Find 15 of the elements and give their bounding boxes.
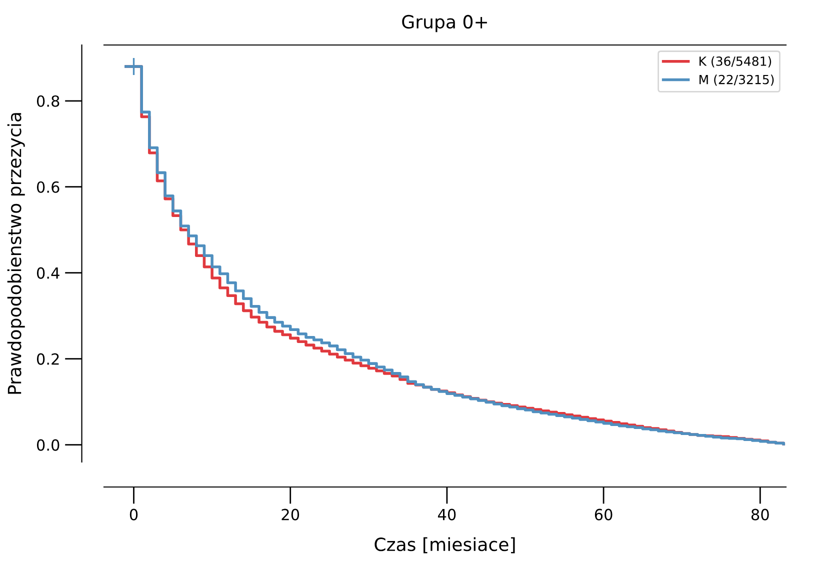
x-tick-label: 40	[438, 508, 456, 520]
x-axis-title: Czas [miesiace]	[374, 537, 515, 554]
y-tick-label: 0.8	[36, 95, 60, 107]
x-tick-label: 80	[751, 508, 769, 520]
y-tick-label: 0.6	[36, 181, 60, 193]
x-tick-label: 20	[282, 508, 300, 520]
x-tick-label: 0	[130, 508, 138, 520]
y-axis-title: Prawdopodobienstwo przezycia	[7, 113, 25, 394]
legend-label: M (22/3215)	[700, 74, 774, 86]
x-tick-label: 60	[594, 508, 612, 520]
y-tick-label: 0.0	[36, 439, 60, 451]
chart-title: Grupa 0+	[402, 14, 487, 32]
y-tick-label: 0.4	[36, 267, 60, 279]
legend-label: K (36/5481)	[700, 56, 772, 68]
y-tick-label: 0.2	[36, 353, 59, 365]
